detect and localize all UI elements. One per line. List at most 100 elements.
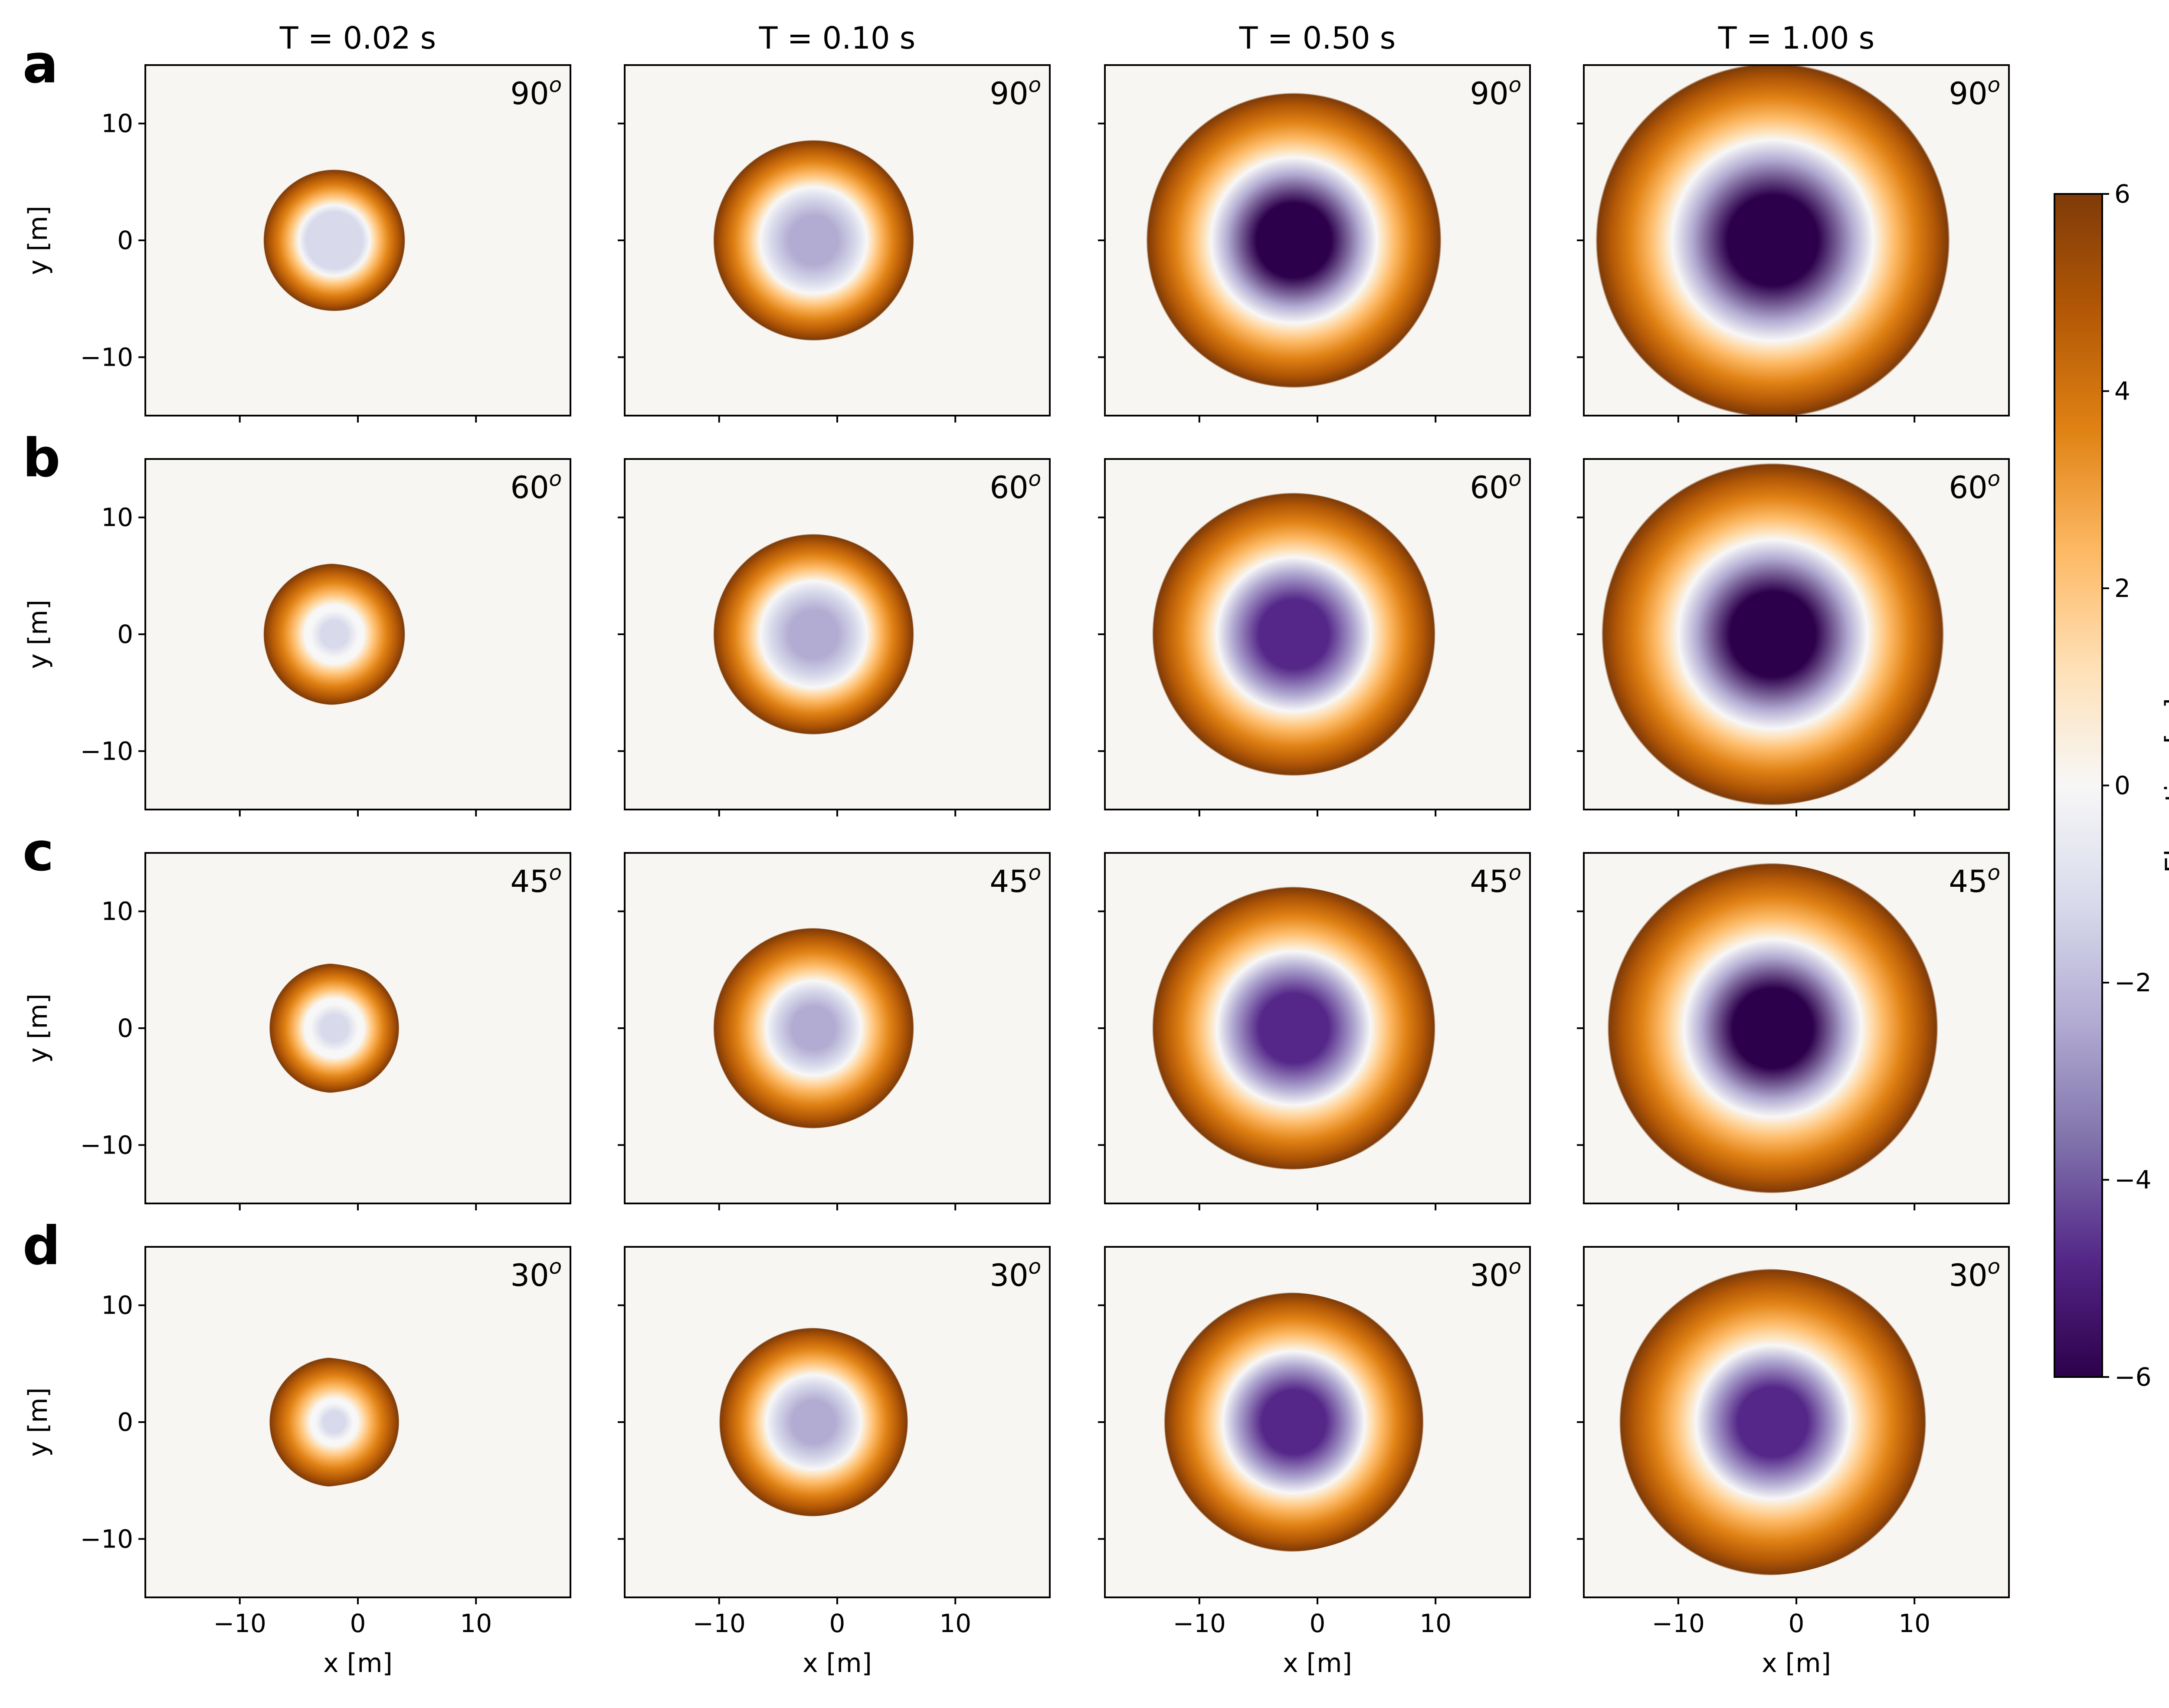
impact-angle-label: 90o <box>511 73 562 111</box>
impact-angle-label: 30o <box>990 1255 1041 1293</box>
x-tick-label: −10 <box>693 1609 746 1638</box>
column-title: T = 0.02 s <box>279 20 436 56</box>
impact-angle-label: 90o <box>990 73 1041 111</box>
y-tick-label: 10 <box>101 897 133 926</box>
colorbar-tick-label: 4 <box>2114 377 2130 406</box>
crater-elevation-field <box>1146 92 1442 388</box>
row-letter: d <box>23 1215 60 1277</box>
impact-angle-label: 90o <box>1470 73 1521 111</box>
crater-elevation-field <box>1584 463 1950 806</box>
y-tick-label: −10 <box>80 736 133 766</box>
colorbar-tick-label: −4 <box>2114 1165 2152 1195</box>
colorbar-tick-label: 0 <box>2114 771 2130 800</box>
crater-elevation-field <box>263 169 405 311</box>
y-axis-label: y [m] <box>23 600 53 669</box>
impact-angle-label: 45o <box>1949 861 2000 899</box>
panel-a-2: 90o T = 0.10 s <box>618 20 1051 423</box>
crater-elevation-field <box>696 928 920 1129</box>
crater-elevation-field <box>1584 863 1947 1193</box>
colorbar-tick-label: 2 <box>2114 574 2130 603</box>
impact-angle-label: 30o <box>1949 1255 2000 1293</box>
impact-angle-label: 45o <box>511 861 562 899</box>
impact-angle-label: 60o <box>1949 467 2000 505</box>
y-axis-label: y [m] <box>23 1387 53 1457</box>
impact-angle-label: 90o <box>1949 73 2000 111</box>
y-axis-label: y [m] <box>23 206 53 275</box>
x-tick-label: 0 <box>1789 1609 1805 1638</box>
y-tick-label: 0 <box>117 226 133 255</box>
colorbar-tick-label: 6 <box>2114 179 2130 209</box>
y-axis-label: y [m] <box>23 993 53 1063</box>
y-tick-label: 0 <box>117 1407 133 1437</box>
colorbar: −6 −4 −2 0 2 4 6 Elevation [m] <box>2054 179 2169 1392</box>
x-tick-label: 10 <box>460 1609 492 1638</box>
column-title: T = 1.00 s <box>1718 20 1875 56</box>
panel-d-4: −10 0 10 30o x [m] <box>1577 1246 2010 1678</box>
x-tick-label: 0 <box>1310 1609 1326 1638</box>
impact-angle-label: 30o <box>511 1255 562 1293</box>
panel-a-4: 90o T = 1.00 s <box>1577 20 2010 423</box>
crater-elevation-field <box>231 563 416 705</box>
panel-b-3: 60o <box>1098 458 1531 816</box>
x-axis-label: x [m] <box>1762 1648 1831 1678</box>
y-tick-label: −10 <box>80 342 133 372</box>
panel-d-1: −10 0 10 −10 0 10 30o y [m] d x [m] <box>23 1215 571 1678</box>
colorbar-tick-label: −6 <box>2114 1362 2152 1392</box>
impact-angle-label: 60o <box>990 467 1041 505</box>
impact-angle-label: 30o <box>1470 1255 1521 1293</box>
y-tick-label: −10 <box>80 1524 133 1554</box>
colorbar-tick-label: −2 <box>2114 968 2152 997</box>
x-axis-label: x [m] <box>1283 1648 1352 1678</box>
panel-a-1: −10 0 10 90o T = 0.02 s y [m] a <box>23 20 571 423</box>
crater-elevation-field <box>1585 1269 1938 1576</box>
crater-elevation-field <box>225 963 414 1093</box>
impact-angle-label: 45o <box>990 861 1041 899</box>
x-tick-label: 10 <box>1898 1609 1930 1638</box>
x-tick-label: 0 <box>829 1609 845 1638</box>
y-tick-label: −10 <box>80 1130 133 1160</box>
y-tick-label: 0 <box>117 1013 133 1043</box>
y-tick-label: 0 <box>117 620 133 649</box>
panel-d-3: −10 0 10 30o x [m] <box>1098 1246 1531 1678</box>
x-tick-label: 10 <box>939 1609 971 1638</box>
panel-b-4: 60o <box>1577 458 2010 816</box>
y-tick-label: 10 <box>101 503 133 532</box>
impact-angle-label: 45o <box>1470 861 1521 899</box>
column-title: T = 0.50 s <box>1239 20 1396 56</box>
y-tick-label: 10 <box>101 109 133 138</box>
crater-elevation-field <box>698 1328 915 1517</box>
row-letter: b <box>23 427 60 489</box>
panel-c-2: 45o <box>618 852 1051 1210</box>
x-axis-label: x [m] <box>323 1648 393 1678</box>
panel-b-1: −10 0 10 60o y [m] b <box>23 427 571 816</box>
impact-angle-label: 60o <box>1470 467 1521 505</box>
crater-elevation-field <box>1136 492 1441 776</box>
colorbar-label: Elevation [m] <box>2160 698 2169 873</box>
row-letter: c <box>23 821 54 883</box>
column-title: T = 0.10 s <box>759 20 916 56</box>
panel-b-2: 60o <box>618 458 1051 816</box>
y-tick-label: 10 <box>101 1291 133 1320</box>
x-tick-label: 0 <box>350 1609 366 1638</box>
impact-angle-label: 60o <box>511 467 562 505</box>
panel-d-2: −10 0 10 30o x [m] <box>618 1246 1051 1678</box>
crater-elevation-field <box>1128 886 1444 1170</box>
crater-elevation-field <box>211 1357 419 1487</box>
x-axis-label: x [m] <box>803 1648 872 1678</box>
panel-c-3: 45o <box>1098 852 1531 1210</box>
panel-a-3: 90o T = 0.50 s <box>1098 20 1531 423</box>
x-tick-label: −10 <box>213 1609 266 1638</box>
colorbar-gradient <box>2054 193 2103 1378</box>
crater-elevation-field <box>1134 1292 1434 1552</box>
x-tick-label: −10 <box>1652 1609 1705 1638</box>
panel-c-1: −10 0 10 45o y [m] c <box>23 821 571 1210</box>
crater-elevation-field <box>713 140 914 341</box>
panel-c-4: 45o <box>1577 852 2010 1210</box>
crater-elevation-field <box>702 534 918 735</box>
row-letter: a <box>23 33 58 95</box>
crater-elevation-field <box>1596 65 1950 416</box>
x-tick-label: 10 <box>1419 1609 1451 1638</box>
x-tick-label: −10 <box>1173 1609 1226 1638</box>
